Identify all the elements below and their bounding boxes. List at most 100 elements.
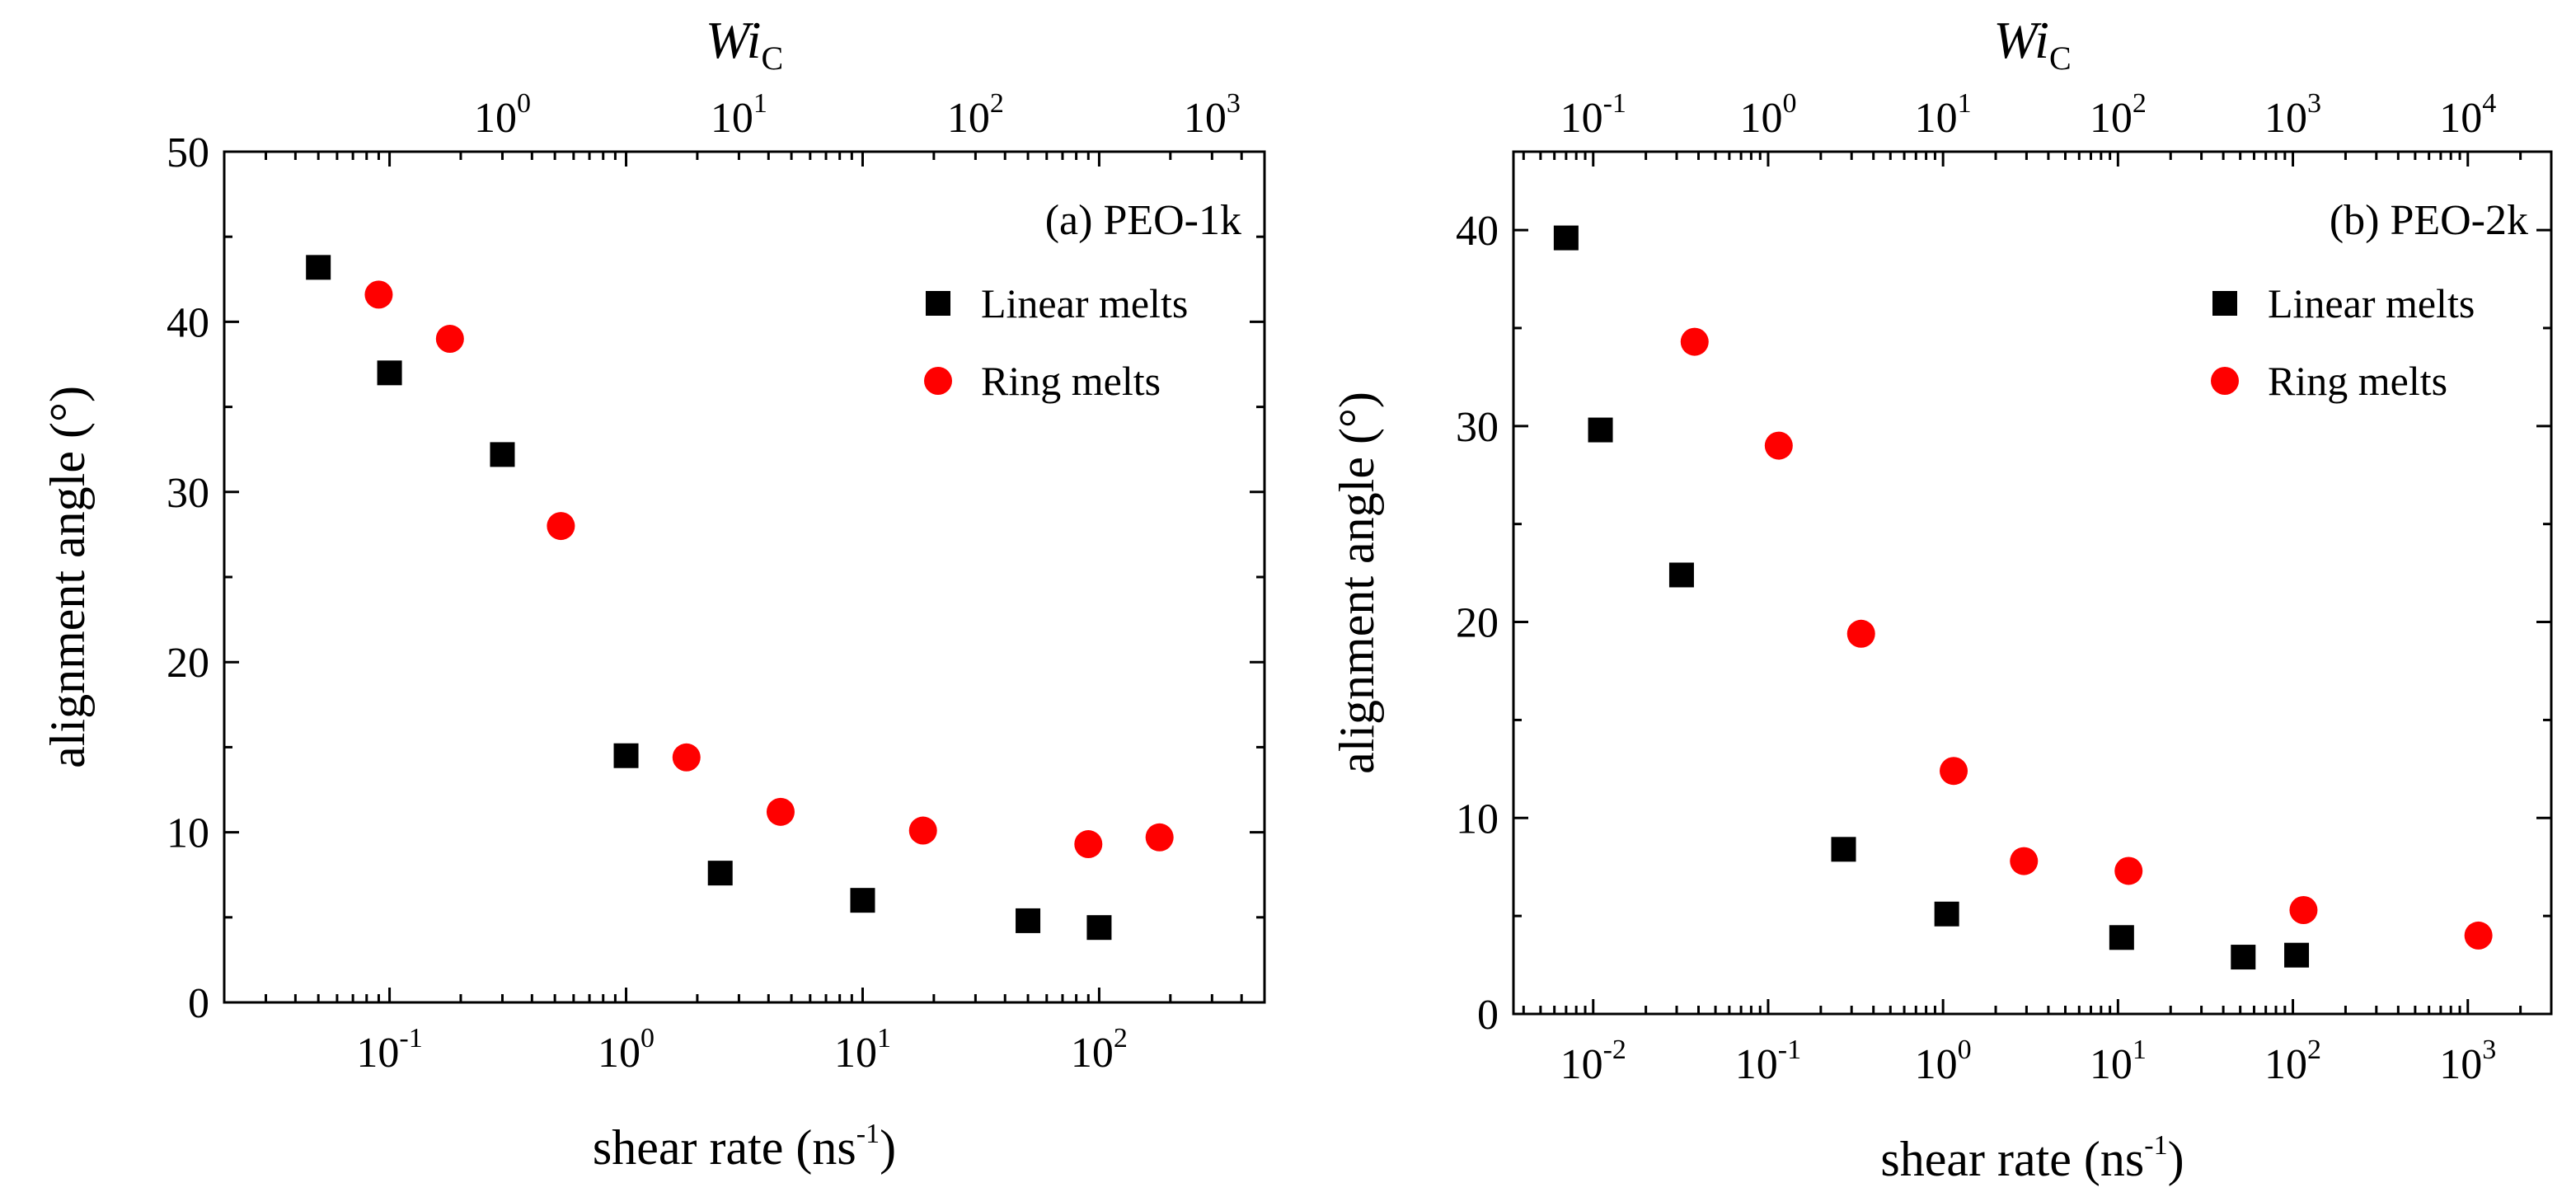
data-point-linear bbox=[850, 888, 875, 913]
top-tick-label: 104 bbox=[2439, 88, 2496, 142]
data-point-ring bbox=[435, 325, 464, 354]
data-point-linear bbox=[2231, 945, 2256, 970]
x-tick-base: 10 bbox=[598, 1030, 640, 1077]
x-tick-label: 100 bbox=[598, 1023, 655, 1077]
plot-frame bbox=[1512, 150, 2553, 1016]
data-point-ring bbox=[1846, 619, 1875, 648]
data-point-ring bbox=[1680, 327, 1709, 356]
top-axis-title-subscript: C bbox=[2049, 40, 2072, 77]
data-point-ring bbox=[2010, 847, 2039, 875]
data-point-linear bbox=[1588, 417, 1613, 443]
top-tick-label: 101 bbox=[1915, 88, 1972, 142]
x-tick-label: 101 bbox=[834, 1023, 891, 1077]
data-point-ring bbox=[672, 743, 701, 772]
top-tick-label: 103 bbox=[2264, 88, 2321, 142]
data-point-linear bbox=[613, 743, 639, 768]
x-tick-base: 10 bbox=[834, 1030, 877, 1077]
top-tick-exponent: 2 bbox=[990, 88, 1004, 119]
y-tick-label: 40 bbox=[167, 299, 209, 346]
top-tick-base: 10 bbox=[2439, 95, 2482, 142]
data-point-ring bbox=[1145, 823, 1174, 852]
top-tick-exponent: -1 bbox=[1603, 88, 1626, 119]
x-axis-title-superscript: -1 bbox=[2144, 1130, 2167, 1161]
data-point-ring bbox=[547, 512, 575, 541]
x-tick-label: 102 bbox=[2264, 1035, 2321, 1088]
top-tick-label: 102 bbox=[2090, 88, 2147, 142]
top-tick-base: 10 bbox=[1560, 95, 1603, 142]
x-tick-exponent: 2 bbox=[2307, 1035, 2321, 1065]
top-tick-label: 10-1 bbox=[1560, 88, 1626, 142]
legend-marker-ring bbox=[2211, 367, 2239, 395]
x-tick-label: 10-1 bbox=[1735, 1035, 1801, 1088]
x-tick-exponent: -1 bbox=[399, 1023, 422, 1054]
x-tick-base: 10 bbox=[1071, 1030, 1114, 1077]
data-point-linear bbox=[1934, 901, 1959, 927]
data-point-linear bbox=[1086, 915, 1112, 941]
top-tick-exponent: 2 bbox=[2133, 88, 2147, 119]
data-point-linear bbox=[1668, 562, 1694, 588]
data-point-linear bbox=[377, 360, 402, 386]
top-tick-label: 103 bbox=[1184, 88, 1241, 142]
x-tick-base: 10 bbox=[1560, 1041, 1603, 1088]
top-tick-label: 100 bbox=[1739, 88, 1796, 142]
legend-marker-ring bbox=[924, 367, 952, 395]
x-tick-label: 10-2 bbox=[1560, 1035, 1626, 1088]
y-tick-label: 0 bbox=[1477, 992, 1499, 1039]
x-tick-label: 101 bbox=[2090, 1035, 2147, 1088]
panel-title: (a) PEO-1k bbox=[1045, 197, 1241, 244]
top-tick-label: 101 bbox=[711, 88, 767, 142]
x-tick-label: 102 bbox=[1071, 1023, 1128, 1077]
x-axis-title: shear rate (ns-1) bbox=[593, 1119, 896, 1175]
panel-title: (b) PEO-2k bbox=[2330, 197, 2528, 244]
x-tick-base: 10 bbox=[356, 1030, 399, 1077]
data-point-linear bbox=[1016, 908, 1041, 933]
x-axis-title-main: shear rate (ns bbox=[593, 1120, 856, 1175]
top-tick-label: 102 bbox=[947, 88, 1004, 142]
data-point-ring bbox=[364, 280, 393, 309]
x-axis-title: shear rate (ns-1) bbox=[1880, 1130, 2184, 1186]
top-tick-exponent: 3 bbox=[2307, 88, 2321, 119]
x-axis-title-superscript: -1 bbox=[856, 1119, 880, 1149]
top-tick-base: 10 bbox=[1739, 95, 1782, 142]
legend-label: Linear melts bbox=[2268, 280, 2475, 326]
x-tick-label: 103 bbox=[2439, 1035, 2496, 1088]
x-tick-exponent: 3 bbox=[2482, 1035, 2496, 1065]
data-point-linear bbox=[2284, 942, 2310, 968]
y-tick-label: 50 bbox=[167, 129, 209, 176]
top-tick-base: 10 bbox=[947, 95, 990, 142]
y-axis-title: alignment angle (°) bbox=[40, 386, 95, 768]
data-point-linear bbox=[1553, 225, 1579, 251]
y-tick-label: 30 bbox=[1456, 404, 1499, 451]
x-tick-base: 10 bbox=[1915, 1041, 1958, 1088]
y-tick-label: 20 bbox=[1456, 600, 1499, 647]
data-point-ring bbox=[1074, 830, 1103, 859]
x-tick-exponent: 0 bbox=[640, 1023, 655, 1054]
y-tick-label: 10 bbox=[1456, 795, 1499, 842]
top-axis-title-subscript: C bbox=[761, 40, 783, 77]
x-tick-exponent: -2 bbox=[1603, 1035, 1626, 1065]
top-axis-title-main: Wi bbox=[1993, 11, 2049, 69]
top-tick-exponent: 1 bbox=[753, 88, 767, 119]
top-tick-base: 10 bbox=[474, 95, 517, 142]
top-axis-title: WiC bbox=[1993, 11, 2071, 77]
data-point-ring bbox=[908, 816, 937, 845]
top-tick-exponent: 1 bbox=[1958, 88, 1972, 119]
x-tick-exponent: 0 bbox=[1958, 1035, 1972, 1065]
data-point-ring bbox=[2289, 896, 2318, 925]
top-tick-exponent: 0 bbox=[1782, 88, 1796, 119]
top-axis-title-main: Wi bbox=[706, 11, 762, 69]
x-axis-title-close: ) bbox=[2168, 1132, 2184, 1186]
top-tick-exponent: 0 bbox=[517, 88, 531, 119]
top-tick-base: 10 bbox=[1915, 95, 1958, 142]
data-point-linear bbox=[707, 861, 733, 886]
top-tick-exponent: 3 bbox=[1227, 88, 1241, 119]
y-tick-label: 30 bbox=[167, 470, 209, 517]
x-tick-exponent: -1 bbox=[1778, 1035, 1801, 1065]
data-point-ring bbox=[766, 797, 795, 826]
legend-marker-linear bbox=[926, 291, 950, 316]
top-tick-base: 10 bbox=[2264, 95, 2307, 142]
x-tick-exponent: 1 bbox=[2133, 1035, 2147, 1065]
top-tick-label: 100 bbox=[474, 88, 531, 142]
